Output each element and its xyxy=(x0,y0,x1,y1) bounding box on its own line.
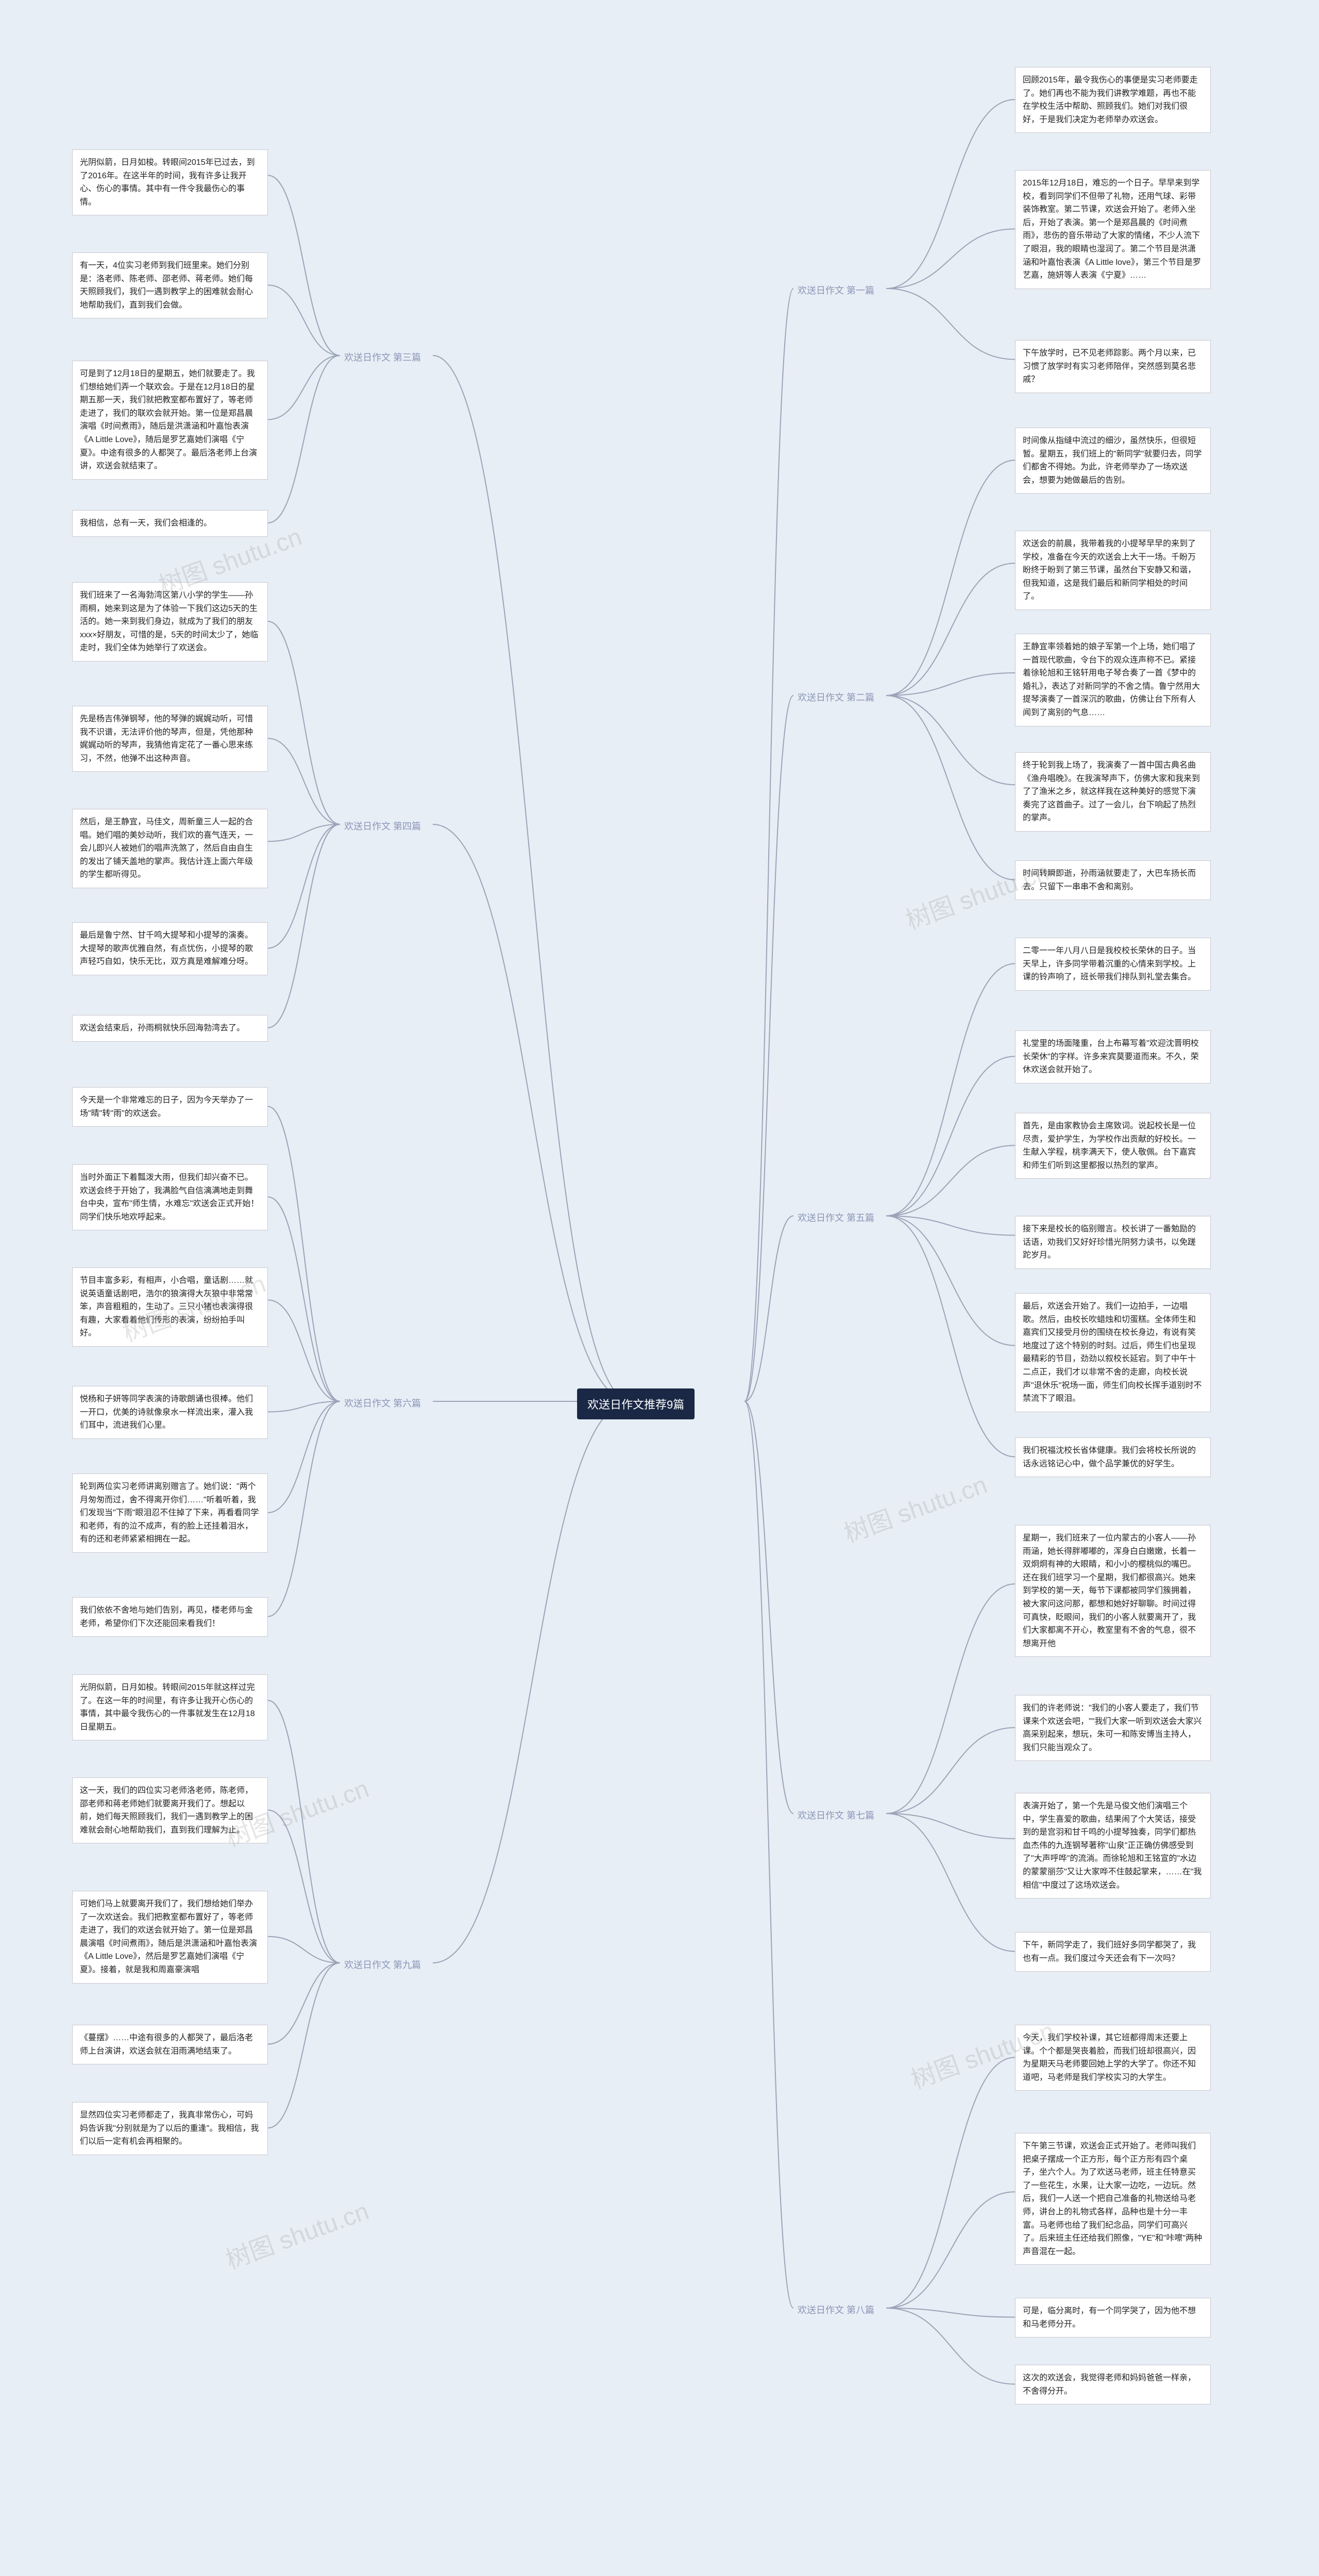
watermark: 树图 shutu.cn xyxy=(838,1464,991,1549)
leaf-node: 这次的欢送会，我觉得老师和妈妈爸爸一样亲，不舍得分开。 xyxy=(1015,2365,1211,2404)
leaf-node: 下午，新同学走了，我们班好多同学都哭了，我也有一点。我们度过今天还会有下一次吗？ xyxy=(1015,1932,1211,1972)
leaf-node: 光阴似箭，日月如梭。转眼间2015年就这样过完了。在这一年的时间里，有许多让我开… xyxy=(72,1674,268,1740)
section-label: 欢送日作文 第五篇 xyxy=(793,1209,878,1226)
leaf-node: 王静宜率领着她的娘子军第一个上场，她们唱了一首现代歌曲，令台下的观众连声称不已。… xyxy=(1015,634,1211,726)
section-label: 欢送日作文 第三篇 xyxy=(340,348,425,366)
leaf-node: 有一天，4位实习老师到我们班里来。她们分别是：洛老师、陈老师、邵老师、蒋老师。她… xyxy=(72,252,268,318)
leaf-node: 可是，临分离时，有一个同学哭了，因为他不想和马老师分开。 xyxy=(1015,2298,1211,2337)
leaf-node: 可她们马上就要离开我们了，我们想给她们举办了一次欢送会。我们把教室都布置好了，等… xyxy=(72,1891,268,1984)
leaf-node: 这一天，我们的四位实习老师洛老师，陈老师，邵老师和蒋老师她们就要离开我们了。想起… xyxy=(72,1777,268,1843)
leaf-node: 礼堂里的场面隆重，台上布幕写着"欢迎沈晋明校长荣休"的字样。许多来宾莫要道而来。… xyxy=(1015,1030,1211,1083)
leaf-node: 二零一一年八月八日是我校校长荣休的日子。当天早上，许多同学带着沉重的心情来到学校… xyxy=(1015,938,1211,991)
leaf-node: 最后是鲁宁然、甘千鸣大提琴和小提琴的演奏。大提琴的歌声优雅自然，有点忧伤，小提琴… xyxy=(72,922,268,975)
leaf-node: 时间转瞬即逝，孙雨涵就要走了，大巴车扬长而去。只留下一串串不舍和离别。 xyxy=(1015,860,1211,900)
leaf-node: 星期一，我们班来了一位内蒙古的小客人——孙雨涵，她长得胖嘟嘟的，浑身白白嫩嫩，长… xyxy=(1015,1525,1211,1657)
center-label: 欢送日作文推荐9篇 xyxy=(587,1398,684,1411)
leaf-node: 《蔓摆》……中途有很多的人都哭了，最后洛老师上台演讲，欢送会就在泪雨满地结束了。 xyxy=(72,2025,268,2064)
leaf-node: 我相信，总有一天，我们会相逢的。 xyxy=(72,510,268,537)
section-label: 欢送日作文 第一篇 xyxy=(793,281,878,299)
leaf-node: 节目丰富多彩，有相声，小合唱，童话剧……就说英语童话剧吧，浩尔的狼演得大灰狼中非… xyxy=(72,1267,268,1347)
leaf-node: 时间像从指缝中流过的细沙，虽然快乐，但很短暂。星期五，我们班上的"新同学"就要归… xyxy=(1015,428,1211,494)
leaf-node: 然后，是王静宜，马佳文，周新童三人一起的合唱。她们唱的美妙动听，我们欢的喜气连天… xyxy=(72,809,268,888)
watermark: 树图 shutu.cn xyxy=(220,2191,373,2276)
leaf-node: 我们依依不舍地与她们告别，再见，楼老师与金老师，希望你们下次还能回来看我们！ xyxy=(72,1597,268,1637)
leaf-node: 可是到了12月18日的星期五，她们就要走了。我们想给她们弄一个联欢会。于是在12… xyxy=(72,361,268,480)
section-label: 欢送日作文 第九篇 xyxy=(340,1956,425,1973)
leaf-node: 我们班来了一名海勃湾区第八小学的学生——孙雨桐，她来到这是为了体验一下我们这边5… xyxy=(72,582,268,662)
leaf-node: 回顾2015年，最令我伤心的事便是实习老师要走了。她们再也不能为我们讲教学难题，… xyxy=(1015,67,1211,133)
leaf-node: 轮到两位实习老师讲离别赠言了。她们说："两个月匆匆而过，舍不得离开你们……"听着… xyxy=(72,1473,268,1553)
section-label: 欢送日作文 第二篇 xyxy=(793,688,878,706)
section-label: 欢送日作文 第四篇 xyxy=(340,817,425,835)
leaf-node: 首先，是由家教协会主席致词。说起校长是一位尽责，爱护学生，为学校作出贡献的好校长… xyxy=(1015,1113,1211,1179)
leaf-node: 下午第三节课，欢送会正式开始了。老师叫我们把桌子摆成一个正方形，每个正方形有四个… xyxy=(1015,2133,1211,2265)
leaf-node: 当时外面正下着瓢泼大雨，但我们却兴奋不已。欢送会终于开始了，我满脸气自信漓满地走… xyxy=(72,1164,268,1230)
leaf-node: 光阴似箭，日月如梭。转眼间2015年已过去，到了2016年。在这半年的时间，我有… xyxy=(72,149,268,215)
leaf-node: 我们祝福沈校长省体健康。我们会将校长所说的话永远铭记心中，做个品学兼优的好学生。 xyxy=(1015,1437,1211,1477)
leaf-node: 表演开始了，第一个先是马俊文他们演唱三个中，学生喜爱的歌曲，结果闹了个大笑话，接… xyxy=(1015,1793,1211,1899)
leaf-node: 显然四位实习老师都走了，我真非常伤心，可妈妈告诉我"分别就是为了以后的重逢"。我… xyxy=(72,2102,268,2155)
leaf-node: 接下来是校长的临别赠言。校长讲了一番勉励的话语，劝我们又好好珍惜光阴努力读书，以… xyxy=(1015,1216,1211,1269)
leaf-node: 今天是一个非常难忘的日子，因为今天举办了一场"晴"转"雨"的欢送会。 xyxy=(72,1087,268,1127)
section-label: 欢送日作文 第七篇 xyxy=(793,1806,878,1824)
leaf-node: 2015年12月18日，难忘的一个日子。早早来到学校，看到同学们不但带了礼物，还… xyxy=(1015,170,1211,289)
leaf-node: 终于轮到我上场了，我演奏了一首中国古典名曲《渔舟唱晚》。在我演琴声下，仿佛大家和… xyxy=(1015,752,1211,832)
leaf-node: 今天，我们学校补课，其它班都得周末还要上课。个个都是哭丧着脸，而我们班却很高兴，… xyxy=(1015,2025,1211,2091)
leaf-node: 先是杨吉伟弹钢琴，他的琴弹的娓娓动听，可惜我不识谱，无法评价他的琴声，但是，凭他… xyxy=(72,706,268,772)
section-label: 欢送日作文 第八篇 xyxy=(793,2301,878,2318)
center-node: 欢送日作文推荐9篇 xyxy=(577,1388,695,1419)
leaf-node: 下午放学时，已不见老师踪影。两个月以来，已习惯了放学时有实习老师陪伴，突然感到莫… xyxy=(1015,340,1211,393)
leaf-node: 最后，欢送会开始了。我们一边拍手，一边唱歌。然后，由校长吹蜡烛和切蛋糕。全体师生… xyxy=(1015,1293,1211,1412)
section-label: 欢送日作文 第六篇 xyxy=(340,1394,425,1412)
leaf-node: 我们的许老师说："我们的小客人要走了，我们节课来个欢送会吧，""我们大家一听到欢… xyxy=(1015,1695,1211,1761)
leaf-node: 欢送会结束后，孙雨桐就快乐回海勃湾去了。 xyxy=(72,1015,268,1042)
leaf-node: 悦杨和子妍等同学表演的诗歌朗诵也很棒。他们一开口，优美的诗就像泉水一样流出来，灌… xyxy=(72,1386,268,1439)
leaf-node: 欢送会的前晨，我带着我的小提琴早早的来到了学校，准备在今天的欢送会上大干一场。千… xyxy=(1015,531,1211,610)
